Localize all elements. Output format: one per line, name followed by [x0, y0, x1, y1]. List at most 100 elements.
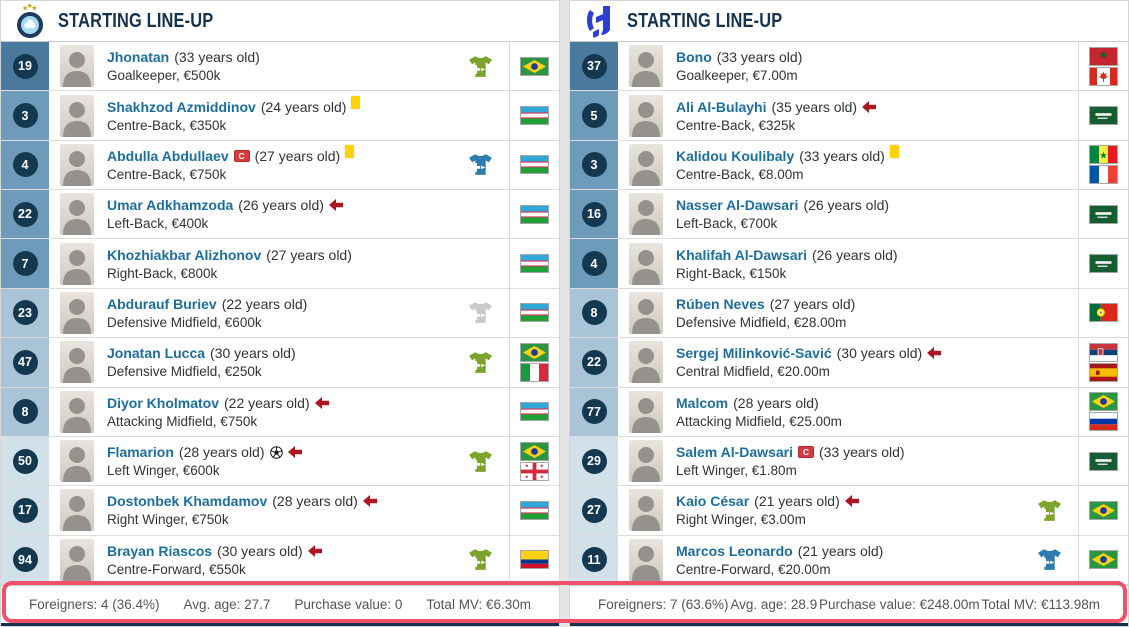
brazil-flag-icon: [1090, 501, 1117, 519]
player-photo[interactable]: [60, 538, 94, 581]
player-name-link[interactable]: Rúben Neves: [676, 295, 765, 312]
player-photo[interactable]: [629, 193, 663, 236]
player-name-link[interactable]: Abdurauf Buriev: [107, 295, 217, 312]
player-name-link[interactable]: Salem Al-Dawsari: [676, 444, 793, 461]
player-name-link[interactable]: Flamarion: [107, 444, 174, 461]
nationality-flags-cell: [1078, 436, 1128, 486]
player-name-link[interactable]: Marcos Leonardo: [676, 542, 793, 559]
away-club-crest-icon[interactable]: [582, 3, 616, 39]
player-photo[interactable]: [629, 489, 663, 532]
position-and-value: Centre-Back, €750k: [107, 166, 227, 182]
home-box-title: STARTING LINE-UP: [58, 9, 214, 32]
shirt-number-badge: 4: [581, 251, 607, 277]
position-and-value: Centre-Back, €350k: [107, 117, 227, 133]
player-age: (27 years old): [254, 147, 341, 164]
player-age: (33 years old): [716, 49, 803, 66]
player-photo[interactable]: [60, 440, 94, 483]
player-photo[interactable]: [629, 242, 663, 285]
stat-item: Avg. age: 27.7: [183, 597, 271, 612]
player-name-link[interactable]: Abdulla Abdullaev: [107, 147, 229, 164]
player-name-link[interactable]: Jhonatan: [107, 49, 170, 66]
player-name-link[interactable]: Khozhiakbar Alizhonov: [107, 246, 262, 263]
player-info: Abdulla Abdullaev C (27 years old): [107, 145, 451, 183]
player-photo[interactable]: [60, 193, 94, 236]
jersey-change-cell: [1020, 289, 1078, 337]
player-photo[interactable]: [629, 94, 663, 137]
player-photo[interactable]: [60, 143, 94, 186]
nationality-flags-cell: [509, 288, 559, 338]
substituted-off-arrow-icon: [844, 495, 859, 508]
player-photo[interactable]: [629, 291, 663, 334]
player-photo[interactable]: [60, 242, 94, 285]
player-photo[interactable]: [629, 440, 663, 483]
captain-icon: C: [233, 149, 250, 162]
player-photo[interactable]: [60, 390, 94, 433]
player-name-link[interactable]: Brayan Riascos: [107, 542, 213, 559]
player-name-link[interactable]: Nasser Al-Dawsari: [676, 197, 799, 214]
jersey-change-cell: [1020, 91, 1078, 139]
home-bottom-strip: [1, 623, 559, 626]
shirt-number-badge: 7: [12, 251, 38, 277]
position-and-value: Right-Back, €150k: [676, 265, 787, 281]
player-photo[interactable]: [629, 538, 663, 581]
player-age: (24 years old): [260, 98, 347, 115]
player-name-link[interactable]: Bono: [676, 49, 712, 66]
player-photo[interactable]: [629, 341, 663, 384]
uzbekistan-flag-icon: [521, 156, 548, 174]
away-bottom-strip: [570, 623, 1128, 626]
away-player-rows: 37 Bono C (33 years old): [570, 42, 1128, 585]
position-and-value: Attacking Midfield, €25.00m: [676, 413, 842, 429]
jersey-swap-icon: [467, 450, 494, 473]
player-name-link[interactable]: Umar Adkhamzoda: [107, 197, 234, 214]
shirt-number-cell: 3: [570, 140, 618, 190]
shirt-number-cell: 5: [570, 91, 618, 140]
brazil-flag-icon: [521, 442, 548, 460]
shirt-number-badge: 4: [12, 152, 38, 178]
player-age: (33 years old): [818, 444, 905, 461]
jersey-swap-icon: [1036, 548, 1063, 571]
shirt-number-cell: 4: [570, 239, 618, 288]
player-photo[interactable]: [60, 45, 94, 88]
substituted-off-arrow-icon: [862, 100, 877, 113]
jersey-change-cell: [451, 91, 509, 139]
player-row: 23 Abdurauf Buriev C (22 years old): [1, 288, 559, 339]
home-club-crest-icon[interactable]: [13, 3, 47, 39]
player-name-link[interactable]: Kalidou Koulibaly: [676, 147, 795, 164]
player-age: (30 years old): [836, 345, 923, 362]
jersey-swap-icon: [1036, 499, 1063, 522]
jersey-swap-icon: [467, 351, 494, 374]
substituted-off-arrow-icon: [314, 396, 329, 409]
player-name-link[interactable]: Malcom: [676, 394, 729, 411]
player-row: 7 Khozhiakbar Alizhonov C (27 years old): [1, 239, 559, 289]
player-name-link[interactable]: Sergej Milinković-Savić: [676, 345, 832, 362]
position-and-value: Centre-Back, €325k: [676, 117, 796, 133]
player-photo[interactable]: [629, 45, 663, 88]
stat-item: Purchase value: €248.00m: [819, 597, 980, 612]
player-photo[interactable]: [60, 291, 94, 334]
player-photo[interactable]: [629, 390, 663, 433]
player-photo[interactable]: [60, 489, 94, 532]
nationality-flags-cell: [509, 486, 559, 535]
jersey-swap-icon: [467, 301, 494, 324]
player-photo[interactable]: [60, 94, 94, 137]
player-photo[interactable]: [629, 143, 663, 186]
player-name-link[interactable]: Kaio César: [676, 493, 750, 510]
player-name-link[interactable]: Dostonbek Khamdamov: [107, 493, 268, 510]
player-age: (22 years old): [224, 394, 310, 411]
player-name-link[interactable]: Khalifah Al-Dawsari: [676, 246, 807, 263]
player-name-link[interactable]: Jonatan Lucca: [107, 345, 206, 362]
nationality-flags-cell: [509, 436, 559, 486]
home-team-lineup-box: STARTING LINE-UP 19 Jhonatan C (33 years…: [0, 0, 560, 627]
shirt-number-badge: 22: [581, 349, 607, 375]
player-age: (27 years old): [266, 246, 352, 263]
substituted-off-arrow-icon: [362, 495, 377, 508]
saudi-arabia-flag-icon: [1090, 255, 1117, 273]
player-photo[interactable]: [60, 341, 94, 384]
player-info: Sergej Milinković-Savić C (30 years old): [676, 344, 1020, 380]
stat-item: Purchase value: 0: [294, 597, 403, 612]
jersey-change-cell: [1020, 338, 1078, 386]
player-name-link[interactable]: Diyor Kholmatov: [107, 394, 220, 411]
player-name-link[interactable]: Shakhzod Azmiddinov: [107, 98, 256, 115]
player-name-link[interactable]: Ali Al-Bulayhi: [676, 98, 767, 115]
player-info: Flamarion C (28 years old) Lef: [107, 443, 451, 479]
